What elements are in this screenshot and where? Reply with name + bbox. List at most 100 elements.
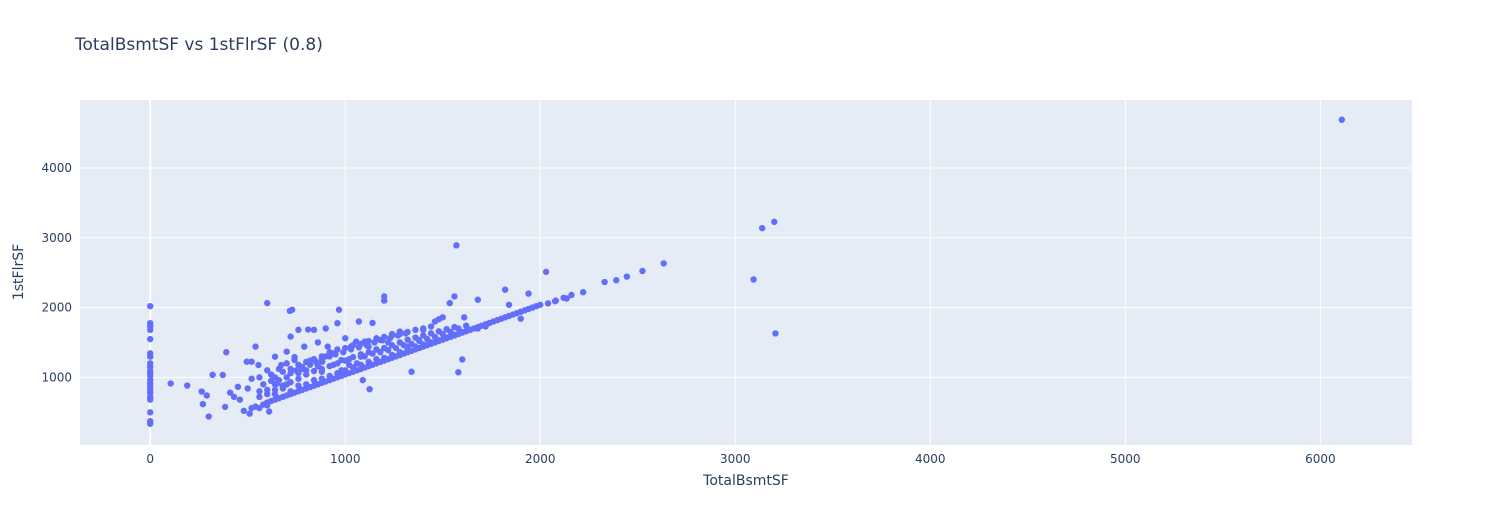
data-point[interactable] (377, 349, 384, 356)
data-point[interactable] (295, 326, 302, 334)
data-point[interactable] (326, 372, 333, 380)
data-point[interactable] (446, 299, 453, 307)
data-point[interactable] (373, 335, 380, 342)
data-point[interactable] (525, 290, 532, 297)
data-point[interactable] (310, 355, 318, 363)
data-point[interactable] (330, 361, 337, 368)
data-point[interactable] (198, 388, 205, 395)
data-point[interactable] (750, 276, 757, 283)
data-point[interactable] (342, 335, 349, 342)
data-point[interactable] (342, 367, 349, 374)
data-point[interactable] (256, 374, 263, 381)
data-point[interactable] (613, 277, 620, 284)
data-point[interactable] (568, 291, 575, 299)
data-point[interactable] (264, 386, 271, 394)
data-point[interactable] (265, 408, 273, 415)
data-point[interactable] (184, 382, 191, 389)
data-point[interactable] (420, 341, 427, 348)
data-point[interactable] (147, 350, 154, 357)
data-point[interactable] (1338, 116, 1345, 123)
data-point[interactable] (384, 346, 392, 354)
data-point[interactable] (283, 374, 290, 381)
data-point[interactable] (579, 289, 587, 296)
data-point[interactable] (357, 340, 365, 348)
data-point[interactable] (205, 413, 212, 420)
data-point[interactable] (326, 349, 333, 356)
data-point[interactable] (295, 375, 302, 382)
data-point[interactable] (443, 334, 450, 341)
data-point[interactable] (271, 374, 279, 381)
data-point[interactable] (381, 333, 388, 341)
data-point[interactable] (482, 323, 489, 330)
data-point[interactable] (517, 315, 524, 322)
data-point[interactable] (560, 294, 567, 301)
data-point[interactable] (758, 224, 766, 232)
data-point[interactable] (314, 339, 322, 346)
data-point[interactable] (314, 362, 322, 370)
data-point[interactable] (396, 330, 404, 338)
data-point[interactable] (388, 351, 396, 359)
data-point[interactable] (501, 286, 509, 293)
data-point[interactable] (318, 368, 326, 375)
data-point[interactable] (453, 242, 460, 249)
data-point[interactable] (304, 326, 312, 333)
data-point[interactable] (279, 368, 287, 375)
data-point[interactable] (771, 218, 778, 226)
data-point[interactable] (369, 350, 376, 357)
data-point[interactable] (271, 353, 279, 360)
data-point[interactable] (318, 353, 326, 360)
data-point[interactable] (355, 318, 363, 325)
data-point[interactable] (427, 339, 435, 346)
data-point[interactable] (260, 381, 267, 388)
data-point[interactable] (505, 301, 513, 308)
data-point[interactable] (361, 353, 368, 360)
data-point[interactable] (199, 400, 207, 408)
data-point[interactable] (303, 358, 310, 366)
data-point[interactable] (203, 392, 210, 399)
data-point[interactable] (601, 278, 608, 286)
data-point[interactable] (466, 326, 474, 334)
data-point[interactable] (392, 344, 400, 352)
data-point[interactable] (256, 388, 263, 395)
data-point[interactable] (147, 319, 154, 327)
data-point[interactable] (462, 322, 470, 329)
data-point[interactable] (236, 396, 244, 403)
data-point[interactable] (460, 314, 468, 321)
data-point[interactable] (310, 326, 318, 334)
data-point[interactable] (147, 360, 154, 367)
data-point[interactable] (283, 348, 290, 355)
data-point[interactable] (349, 342, 357, 349)
data-point[interactable] (246, 410, 253, 417)
data-point[interactable] (365, 337, 372, 345)
data-point[interactable] (271, 390, 279, 398)
data-point[interactable] (373, 355, 380, 363)
data-point[interactable] (552, 297, 560, 304)
data-point[interactable] (295, 369, 302, 377)
data-point[interactable] (219, 371, 226, 379)
data-point[interactable] (244, 385, 251, 392)
data-point[interactable] (404, 336, 411, 343)
data-point[interactable] (455, 369, 462, 376)
data-point[interactable] (365, 358, 372, 366)
data-point[interactable] (544, 300, 552, 307)
data-point[interactable] (223, 349, 230, 356)
data-point[interactable] (404, 346, 411, 353)
data-point[interactable] (542, 268, 550, 276)
data-point[interactable] (287, 379, 294, 386)
data-point[interactable] (537, 301, 544, 308)
data-point[interactable] (291, 353, 298, 361)
data-point[interactable] (357, 361, 365, 368)
data-point[interactable] (310, 376, 318, 384)
data-point[interactable] (252, 343, 259, 350)
data-point[interactable] (334, 369, 341, 377)
data-point[interactable] (287, 365, 294, 373)
data-point[interactable] (226, 389, 234, 396)
data-point[interactable] (332, 351, 339, 358)
data-point[interactable] (303, 367, 310, 374)
data-point[interactable] (264, 367, 271, 374)
data-point[interactable] (243, 358, 250, 365)
data-point[interactable] (451, 293, 458, 300)
data-point[interactable] (147, 335, 154, 343)
data-point[interactable] (322, 325, 329, 332)
data-point[interactable] (396, 349, 404, 356)
